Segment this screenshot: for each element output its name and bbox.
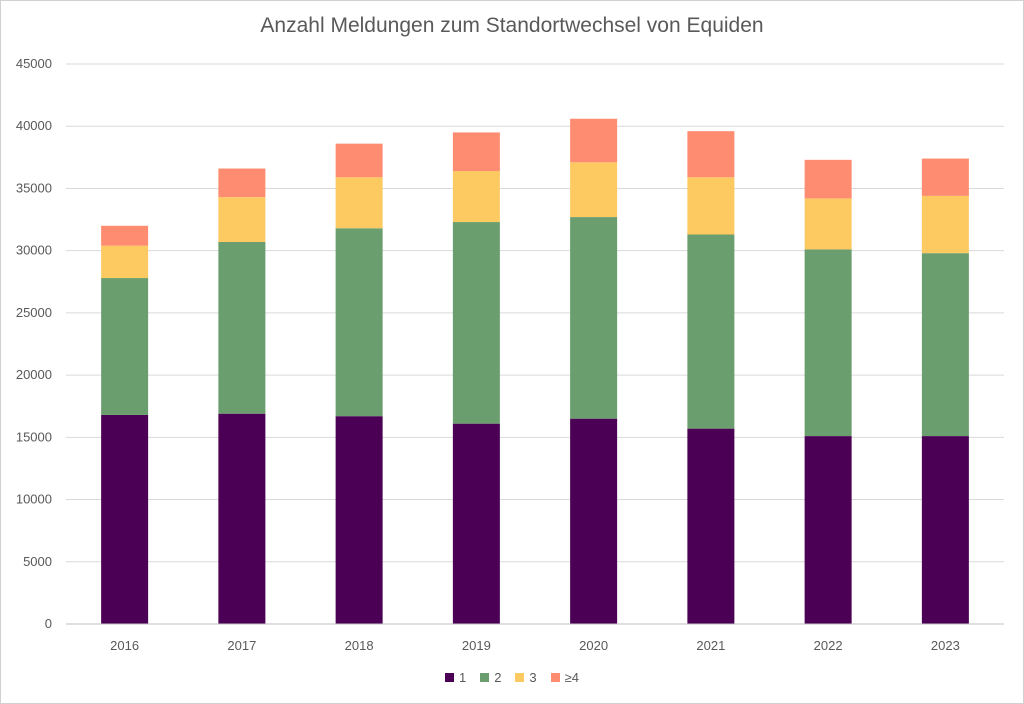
x-tick-label: 2016 <box>110 638 139 653</box>
gridlines <box>66 63 1004 563</box>
bar-segment-2023-series-3 <box>921 195 969 254</box>
legend-label: ≥4 <box>564 670 580 685</box>
bar-segment-2023-series-2 <box>921 253 969 437</box>
bar-segment-2019-series-3 <box>452 171 500 223</box>
y-tick-label: 25000 <box>16 305 52 320</box>
bar-segment-2022-series-1 <box>804 436 852 624</box>
legend-item: ≥4 <box>550 670 580 685</box>
x-axis-ticks: 2016 2017 2018 2019 2020 2021 2022 2023 <box>110 638 960 653</box>
legend-label: 2 <box>494 670 502 685</box>
bar-segment-2018-series-≥4 <box>335 143 383 178</box>
x-tick-label: 2019 <box>462 638 491 653</box>
x-tick-label: 2018 <box>345 638 374 653</box>
legend-item: 2 <box>480 670 501 685</box>
bar-segment-2020-series-≥4 <box>570 118 618 163</box>
bar-segment-2017-series-2 <box>218 241 266 414</box>
bar-segment-2019-series-1 <box>452 423 500 624</box>
bar-segment-2018-series-2 <box>335 228 383 417</box>
x-tick-label: 2017 <box>227 638 256 653</box>
bar-segment-2016-series-1 <box>101 414 149 624</box>
bar-segment-2016-series-≥4 <box>101 225 149 246</box>
bar-segment-2022-series-≥4 <box>804 159 852 199</box>
y-tick-label: 40000 <box>16 118 52 133</box>
bar-segment-2018-series-1 <box>335 416 383 624</box>
legend-item: 1 <box>444 670 467 685</box>
bar-segment-2019-series-≥4 <box>452 132 500 172</box>
bar-segment-2016-series-2 <box>101 278 149 415</box>
bar-segment-2023-series-≥4 <box>921 158 969 196</box>
bar-segment-2021-series-2 <box>687 234 735 429</box>
bar-segment-2017-series-3 <box>218 197 266 242</box>
legend-label: 3 <box>529 670 537 685</box>
y-axis-ticks: 0 5000 10000 15000 20000 25000 30000 35000 40000… <box>16 56 52 631</box>
legend-swatch <box>515 673 525 682</box>
bar-segment-2017-series-1 <box>218 413 266 624</box>
bar-segment-2019-series-2 <box>452 222 500 424</box>
x-tick-label: 2022 <box>814 638 843 653</box>
legend-swatch <box>444 673 454 682</box>
legend-item: 3 <box>515 670 537 685</box>
x-tick-label: 2020 <box>579 638 608 653</box>
bar-segment-2020-series-3 <box>570 162 618 218</box>
bar-segment-2020-series-1 <box>570 418 618 624</box>
bar-segment-2022-series-2 <box>804 249 852 437</box>
x-tick-label: 2021 <box>696 638 725 653</box>
bar-stacks <box>101 118 969 624</box>
y-tick-label: 30000 <box>16 243 52 258</box>
bar-segment-2018-series-3 <box>335 177 383 229</box>
bar-segment-2022-series-3 <box>804 198 852 250</box>
legend-label: 1 <box>458 670 467 685</box>
x-tick-label: 2023 <box>931 638 960 653</box>
bar-segment-2016-series-3 <box>101 245 149 279</box>
y-tick-label: 10000 <box>16 492 52 507</box>
legend-swatch <box>550 673 560 682</box>
y-tick-label: 35000 <box>16 180 52 195</box>
legend-swatch <box>480 673 490 682</box>
bar-segment-2020-series-2 <box>570 217 618 419</box>
y-tick-label: 0 <box>45 616 52 631</box>
bar-segment-2021-series-1 <box>687 428 735 624</box>
bar-segment-2017-series-≥4 <box>218 168 266 198</box>
bar-segment-2021-series-3 <box>687 177 735 235</box>
legend: 1 2 3 ≥4 <box>0 670 1024 685</box>
bar-segment-2023-series-1 <box>921 436 969 624</box>
y-tick-label: 15000 <box>16 429 52 444</box>
bar-segment-2021-series-≥4 <box>687 131 735 178</box>
y-tick-label: 45000 <box>16 56 52 71</box>
y-tick-label: 5000 <box>23 554 52 569</box>
y-tick-label: 20000 <box>16 367 52 382</box>
chart-title: Anzahl Meldungen zum Standortwechsel von… <box>260 14 764 37</box>
